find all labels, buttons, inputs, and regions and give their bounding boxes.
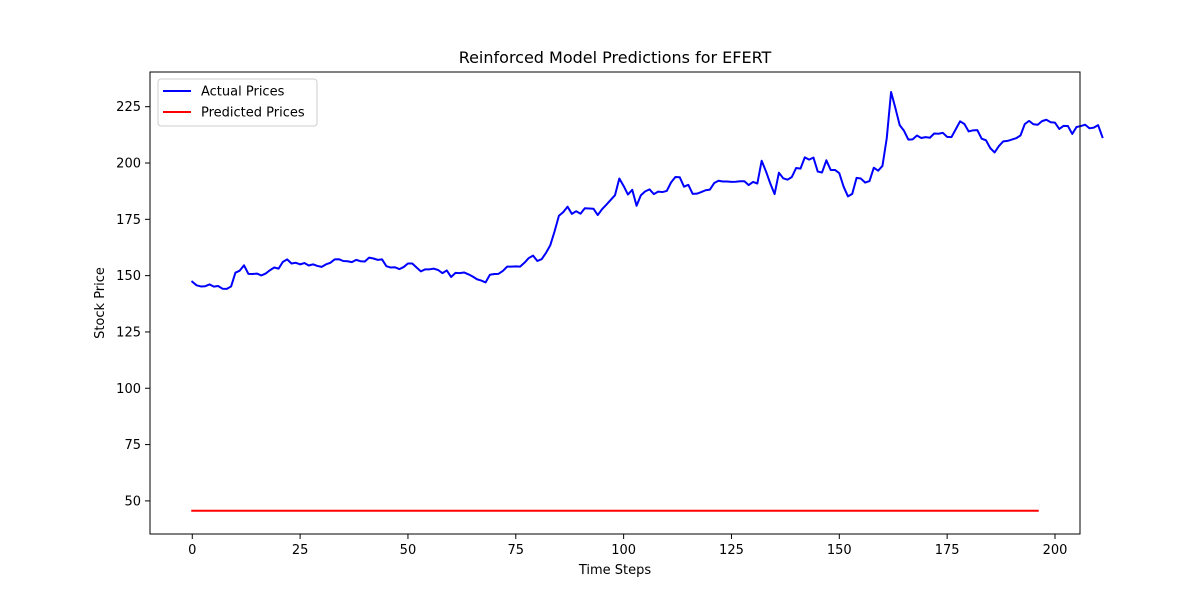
y-tick-label: 150 xyxy=(116,269,141,284)
legend-label-predicted-prices: Predicted Prices xyxy=(201,106,305,121)
legend-box xyxy=(157,78,318,127)
x-axis-label: Time Steps xyxy=(578,563,652,578)
x-tick-label: 200 xyxy=(1043,543,1068,558)
y-tick-label: 125 xyxy=(116,325,141,340)
chart-title: Reinforced Model Predictions for EFERT xyxy=(459,48,772,67)
y-tick-label: 75 xyxy=(124,438,141,453)
y-tick-label: 200 xyxy=(116,157,141,172)
plot-frame xyxy=(149,71,1081,535)
y-tick-label: 225 xyxy=(116,100,141,115)
x-tick-label: 50 xyxy=(400,543,417,558)
y-tick-label: 100 xyxy=(116,382,141,397)
series-line-actual-prices xyxy=(190,91,1104,290)
y-tick-label: 50 xyxy=(124,494,141,509)
x-tick-label: 75 xyxy=(508,543,525,558)
y-tick-label: 175 xyxy=(116,213,141,228)
x-tick-label: 0 xyxy=(188,543,196,558)
legend-label-actual-prices: Actual Prices xyxy=(201,85,285,100)
x-tick-label: 25 xyxy=(292,543,309,558)
x-tick-label: 100 xyxy=(611,543,636,558)
x-tick-label: 175 xyxy=(935,543,960,558)
plot-layer: 0 25 50 75 100 125 150 175 200 50 75 100 125 150 175 20… xyxy=(116,71,1104,558)
x-tick-label: 150 xyxy=(827,543,852,558)
y-axis-label: Stock Price xyxy=(93,267,108,339)
x-tick-label: 125 xyxy=(719,543,744,558)
